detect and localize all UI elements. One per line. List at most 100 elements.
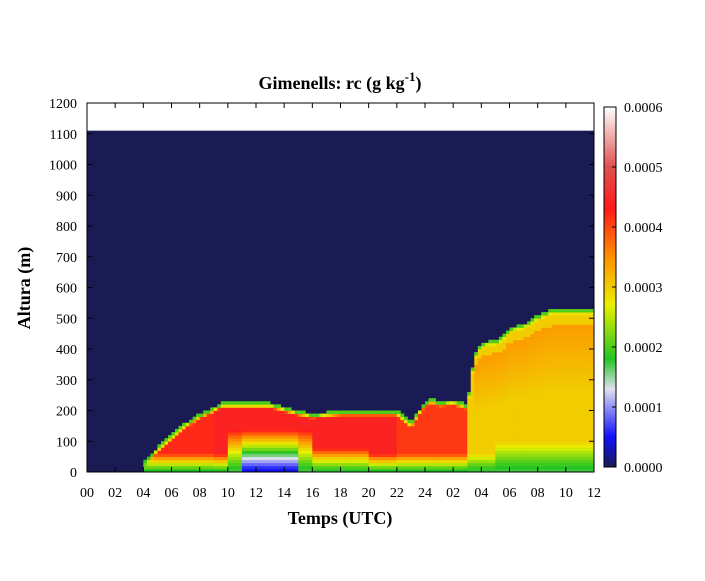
- heatmap-cell-2889: [551, 419, 556, 424]
- heatmap-cell-1813: [467, 395, 472, 399]
- heatmap-cell-2115: [495, 419, 500, 424]
- heatmap-cell-1783: [463, 419, 468, 424]
- heatmap-cell-2694: [537, 379, 542, 384]
- heatmap-cell-423: [234, 419, 239, 424]
- y-tick-label: 900: [56, 189, 77, 204]
- heatmap-cell-1860: [474, 435, 479, 439]
- heatmap-cell-3458: [590, 462, 594, 467]
- heatmap-cell-1303: [386, 459, 391, 464]
- heatmap-cell-1970: [481, 342, 486, 347]
- heatmap-cell-1709: [453, 435, 458, 439]
- heatmap-cell-1449: [410, 422, 415, 427]
- heatmap-cell-1461: [414, 438, 419, 442]
- heatmap-cell-1291: [382, 435, 387, 439]
- heatmap-cell-2947: [555, 404, 560, 408]
- heatmap-cell-1824: [470, 441, 475, 445]
- heatmap-cell-2093: [491, 355, 496, 359]
- heatmap-cell-559: [256, 425, 260, 430]
- heatmap-cell-3136: [565, 312, 570, 316]
- heatmap-cell-1369: [396, 441, 401, 445]
- heatmap-cell-141: [189, 459, 194, 464]
- heatmap-cell-1628: [439, 401, 443, 405]
- heatmap-cell-488: [245, 432, 250, 436]
- heatmap-cell-2403: [516, 370, 521, 374]
- heatmap-cell-1491: [421, 465, 426, 470]
- heatmap-cell-2879: [551, 450, 556, 454]
- heatmap-cell-2059: [491, 459, 496, 464]
- heatmap-cell-3313: [579, 419, 584, 424]
- heatmap-cell-2121: [495, 401, 500, 405]
- heatmap-cell-308: [217, 422, 222, 427]
- heatmap-cell-1195: [365, 422, 370, 427]
- heatmap-cell-2643: [534, 379, 539, 384]
- heatmap-cell-1377: [396, 416, 401, 421]
- heatmap-cell-2348: [513, 395, 517, 399]
- heatmap-cell-99: [178, 444, 183, 448]
- heatmap-cell-989: [329, 441, 334, 445]
- heatmap-cell-2441: [520, 401, 524, 405]
- heatmap-cell-395: [231, 435, 236, 439]
- heatmap-cell-1723: [456, 462, 461, 467]
- heatmap-cell-1125: [354, 453, 359, 458]
- heatmap-cell-2280: [509, 459, 514, 464]
- heatmap-cell-2133: [495, 364, 500, 368]
- heatmap-cell-2886: [551, 428, 556, 433]
- heatmap-cell-2420: [520, 465, 524, 470]
- heatmap-cell-2896: [551, 398, 556, 402]
- heatmap-cell-2288: [509, 435, 514, 439]
- heatmap-cell-1965: [481, 358, 486, 362]
- heatmap-cell-2773: [544, 453, 549, 458]
- heatmap-cell-309: [217, 419, 222, 424]
- heatmap-cell-346: [224, 444, 229, 448]
- heatmap-cell-1567: [432, 444, 436, 448]
- heatmap-cell-301: [217, 444, 222, 448]
- heatmap-cell-2177: [498, 361, 503, 365]
- heatmap-cell-3347: [579, 315, 584, 319]
- heatmap-cell-2035: [488, 401, 493, 405]
- heatmap-cell-536: [252, 425, 257, 430]
- heatmap-cell-2472: [523, 453, 528, 458]
- heatmap-cell-1251: [375, 435, 380, 439]
- heatmap-cell-13: [150, 456, 155, 461]
- heatmap-cell-3160: [569, 401, 574, 405]
- heatmap-cell-1071: [344, 435, 348, 439]
- heatmap-cell-1497: [421, 447, 426, 451]
- heatmap-cell-1435: [410, 465, 415, 470]
- heatmap-cell-2866: [548, 327, 553, 331]
- heatmap-cell-3019: [558, 345, 563, 350]
- heatmap-cell-2561: [527, 327, 532, 331]
- heatmap-cell-1266: [379, 450, 384, 454]
- heatmap-cell-425: [234, 413, 239, 418]
- heatmap-cell-765: [287, 407, 292, 411]
- heatmap-cell-2152: [498, 438, 503, 442]
- heatmap-cell-1442: [410, 444, 415, 448]
- heatmap-cell-1951: [481, 401, 486, 405]
- heatmap-cell-2736: [541, 407, 546, 411]
- heatmap-cell-2191: [502, 453, 507, 458]
- heatmap-cell-3305: [579, 444, 584, 448]
- heatmap-cell-441: [238, 435, 243, 439]
- heatmap-cell-372: [227, 435, 232, 439]
- heatmap-cell-373: [227, 432, 232, 436]
- heatmap-cell-2406: [516, 361, 521, 365]
- heatmap-cell-2033: [488, 407, 493, 411]
- heatmap-cell-738: [284, 425, 289, 430]
- heatmap-cell-292: [213, 407, 218, 411]
- heatmap-cell-851: [305, 453, 310, 458]
- heatmap-cell-702: [277, 404, 282, 408]
- heatmap-cell-1336: [389, 419, 394, 424]
- heatmap-cell-824: [298, 413, 303, 418]
- heatmap-cell-953: [322, 432, 327, 436]
- heatmap-cell-2204: [502, 413, 507, 418]
- heatmap-cell-1657: [446, 453, 451, 458]
- heatmap-cell-815: [298, 441, 303, 445]
- heatmap-cell-1622: [439, 419, 443, 424]
- heatmap-cell-2862: [548, 339, 553, 344]
- heatmap-cell-1642: [442, 428, 447, 433]
- heatmap-cell-1388: [400, 444, 405, 448]
- heatmap-cell-3246: [576, 462, 581, 467]
- heatmap-cell-2349: [513, 392, 517, 396]
- heatmap-cell-2371: [516, 468, 521, 472]
- heatmap-cell-185: [196, 432, 201, 436]
- heatmap-cell-2244: [505, 428, 510, 433]
